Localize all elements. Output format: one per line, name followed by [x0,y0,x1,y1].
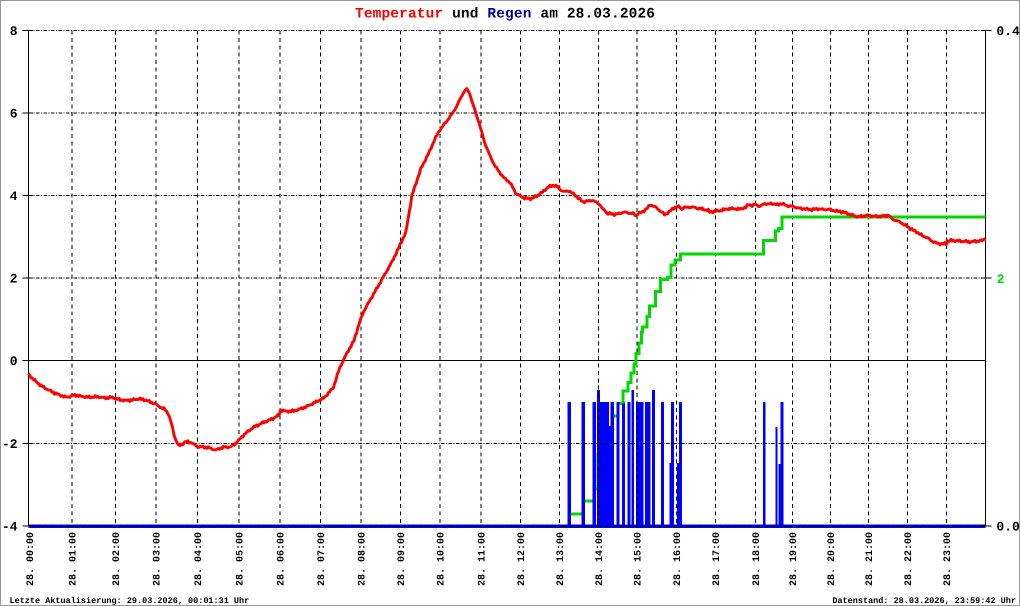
svg-text:Temperatur und Regen am 28.03.: Temperatur und Regen am 28.03.2026 [355,6,655,22]
svg-text:2: 2 [10,272,18,287]
svg-text:28. 18:00: 28. 18:00 [752,532,763,586]
svg-text:8: 8 [10,24,18,39]
svg-text:4: 4 [10,189,18,204]
svg-text:28. 13:00: 28. 13:00 [556,532,567,586]
svg-text:28. 01:00: 28. 01:00 [69,532,80,586]
svg-text:28. 14:00: 28. 14:00 [595,532,606,586]
svg-text:28. 22:00: 28. 22:00 [904,532,915,586]
svg-text:28. 17:00: 28. 17:00 [712,532,723,586]
svg-text:0.4: 0.4 [996,24,1020,39]
svg-text:6: 6 [10,107,18,122]
svg-text:28. 05:00: 28. 05:00 [235,532,246,586]
svg-text:28. 23:00: 28. 23:00 [943,532,954,586]
svg-text:Datenstand: 28.03.2026, 23:59:: Datenstand: 28.03.2026, 23:59:42 Uhr [832,596,1016,606]
svg-text:28. 07:00: 28. 07:00 [317,532,328,586]
svg-text:28. 15:00: 28. 15:00 [634,532,645,586]
svg-text:28. 00:00: 28. 00:00 [26,532,37,586]
svg-text:28. 02:00: 28. 02:00 [112,532,123,586]
svg-text:28. 20:00: 28. 20:00 [827,532,838,586]
svg-text:28. 03:00: 28. 03:00 [152,532,163,586]
svg-text:0.0: 0.0 [996,520,1020,535]
svg-text:-2: -2 [2,437,18,452]
svg-text:0: 0 [10,354,18,369]
svg-text:28. 09:00: 28. 09:00 [397,532,408,586]
svg-text:28. 06:00: 28. 06:00 [277,532,288,586]
svg-text:-4: -4 [2,520,18,535]
svg-text:28. 11:00: 28. 11:00 [478,532,489,586]
svg-text:28. 10:00: 28. 10:00 [437,532,448,586]
svg-text:28. 08:00: 28. 08:00 [358,532,369,586]
svg-text:28. 21:00: 28. 21:00 [865,532,876,586]
svg-text:28. 19:00: 28. 19:00 [789,532,800,586]
svg-text:28. 04:00: 28. 04:00 [194,532,205,586]
svg-text:28. 12:00: 28. 12:00 [517,532,528,586]
svg-text:2: 2 [997,272,1005,287]
svg-text:Letzte Aktualisierung: 29.03.2: Letzte Aktualisierung: 29.03.2026, 00:01… [10,596,250,606]
svg-text:28. 16:00: 28. 16:00 [673,532,684,586]
